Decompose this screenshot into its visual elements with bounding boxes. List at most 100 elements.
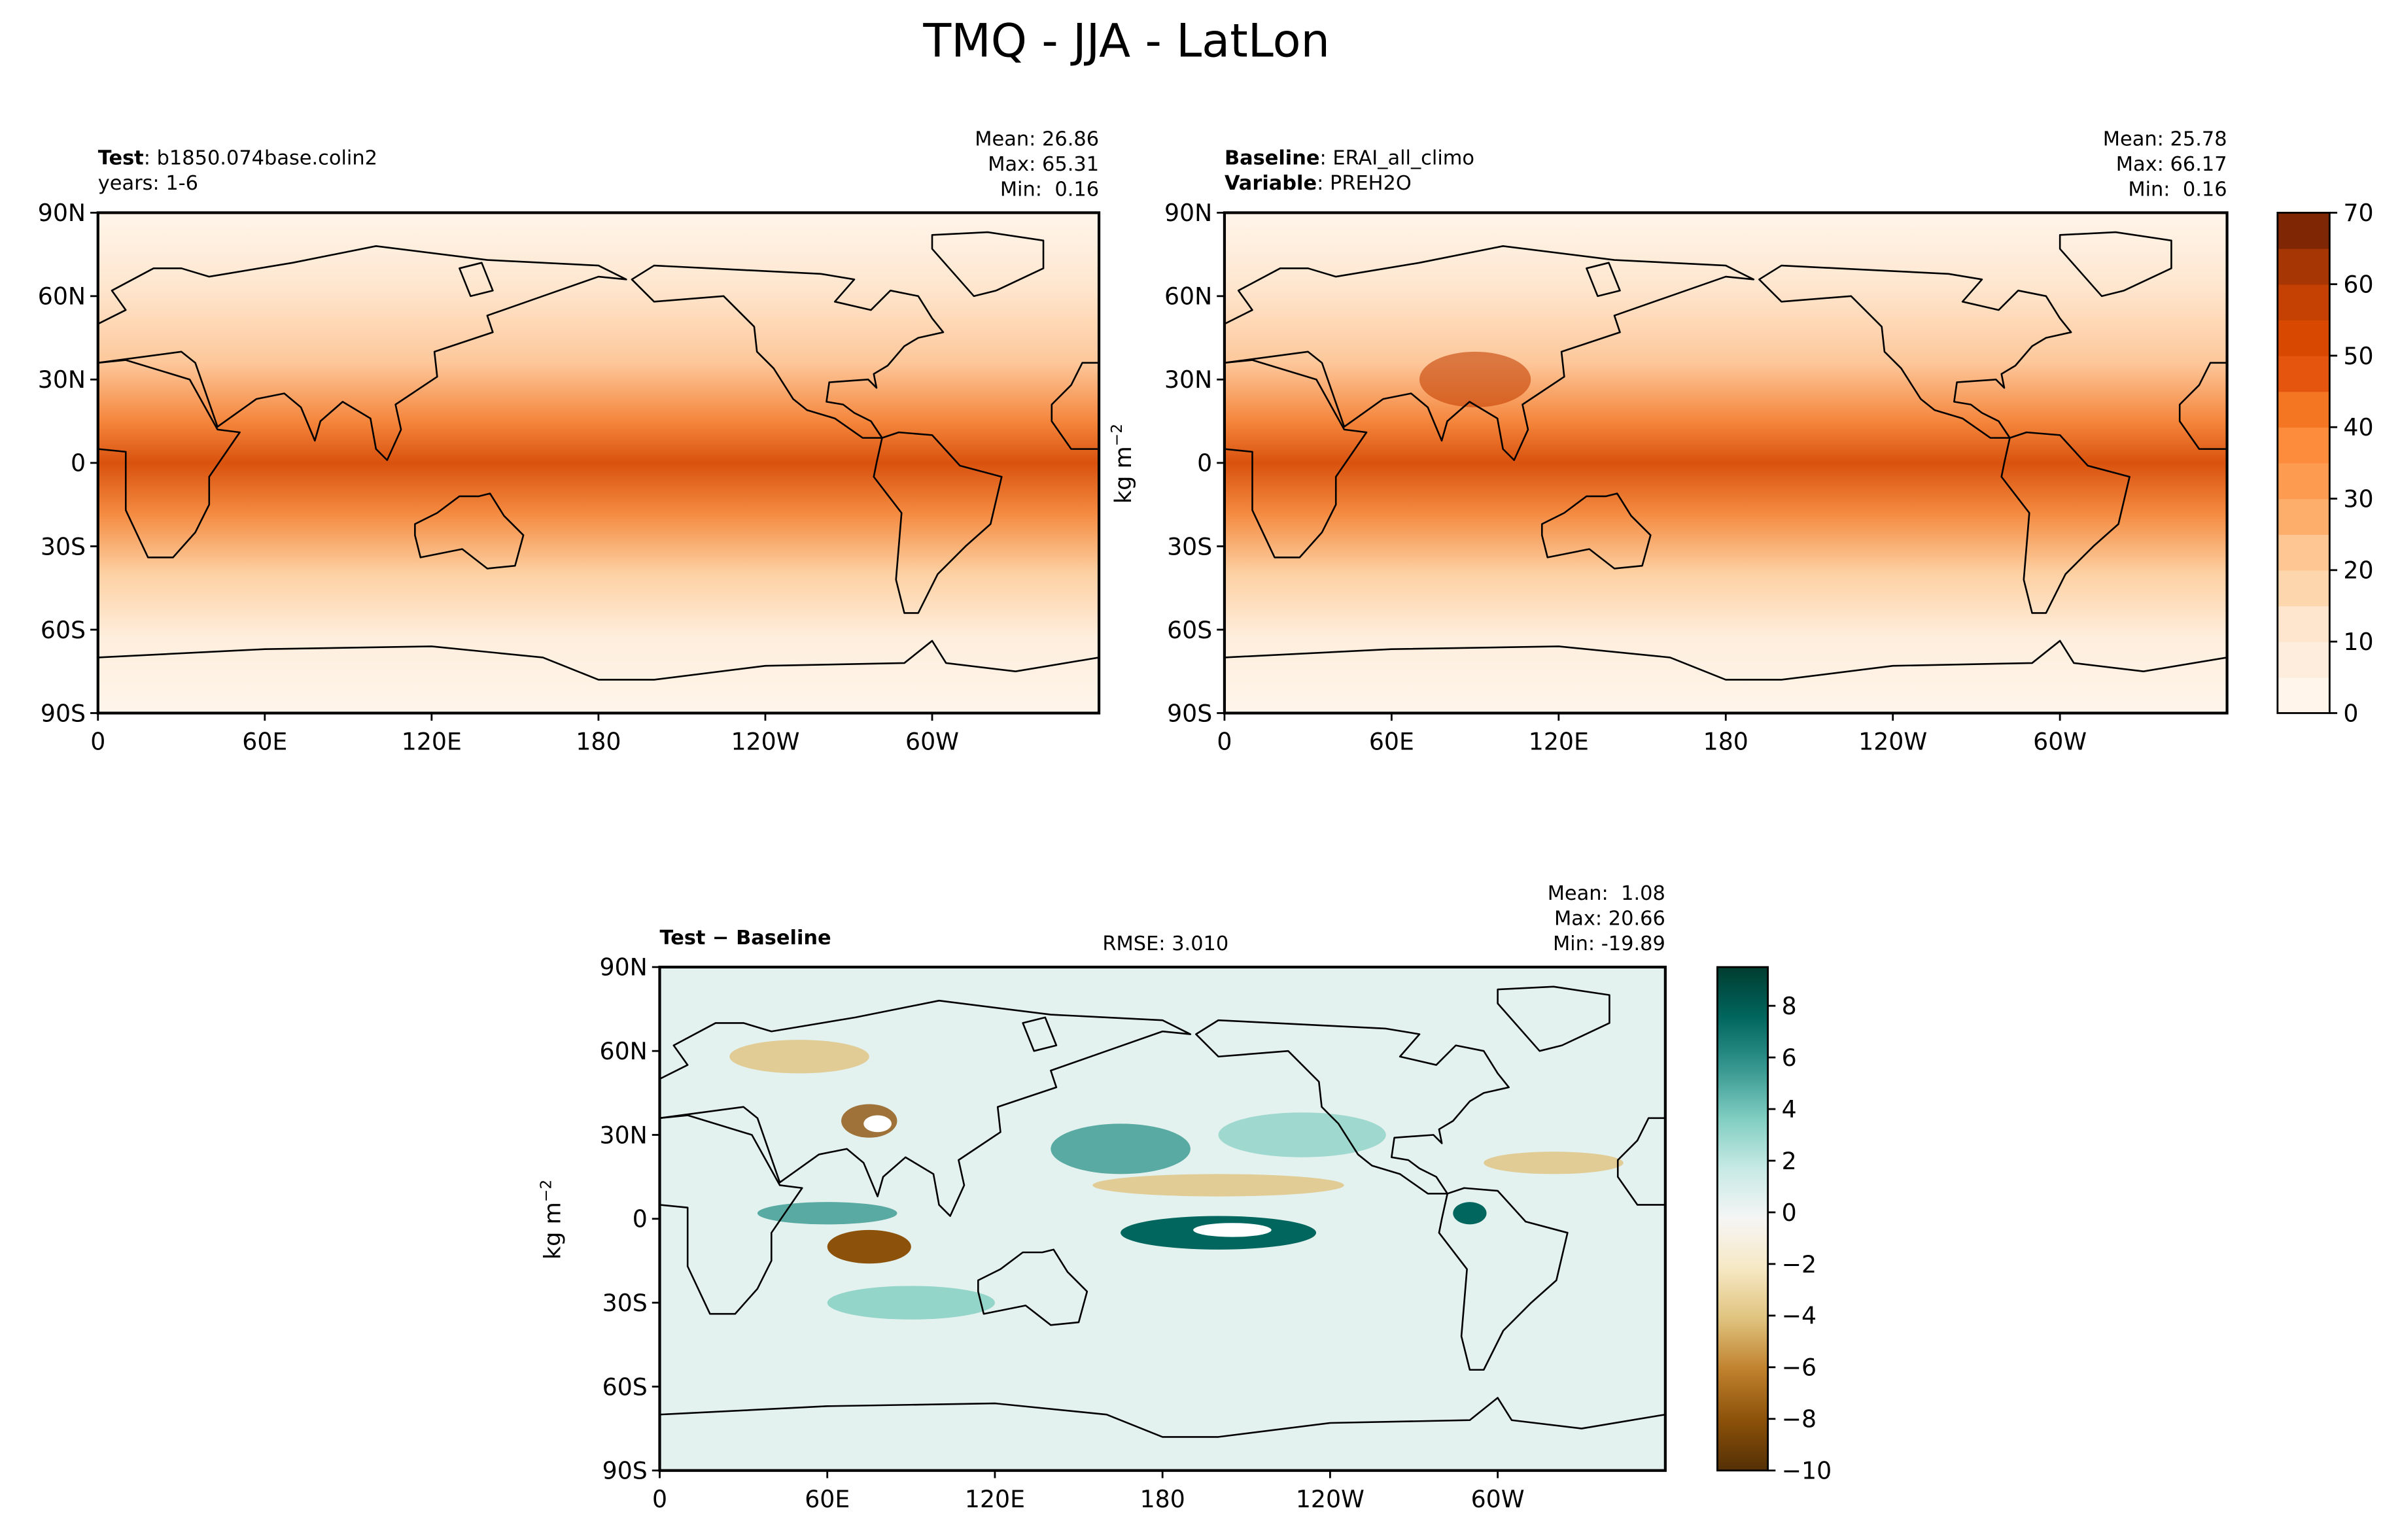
colorbar-tick-label: −4 [1782,1302,1817,1330]
colorbar-tick-label: −10 [1782,1457,1832,1485]
y-tick-label: 60N [38,282,86,311]
colorbar-band [2277,391,2330,428]
colorbar-tick-label: 30 [2343,485,2373,513]
y-tick-label: 0 [1197,449,1212,477]
heading-text: years: 1-6 [98,172,198,195]
x-tick-label: 60E [242,728,287,756]
x-tick-label: 120E [402,728,462,756]
colorbar-tick-label: −2 [1782,1250,1817,1278]
colorbar-band [2277,677,2330,714]
colorbar-band [2277,427,2330,464]
y-tick-label: 90S [1167,699,1212,727]
x-tick-label: 120E [1529,728,1589,756]
figure-title: TMQ - JJA - LatLon [922,14,1330,68]
y-tick-label: 30S [41,532,86,560]
colorbar-tick-label: 50 [2343,342,2373,370]
unit: kg m [539,1202,566,1259]
heading-text: : PREH2O [1317,172,1412,195]
heading-text: : ERAI_all_climo [1319,147,1474,170]
panel-heading: Variable: PREH2O [1225,172,1412,195]
stat: Mean: 25.78 [2103,128,2227,150]
stat: Min: 0.16 [1000,179,1099,201]
x-tick-label: 60E [805,1485,850,1513]
x-tick-label: 0 [652,1485,667,1513]
map [1224,213,2227,713]
y-tick-label: 90N [1164,199,1212,227]
x-tick-label: 60W [2033,728,2087,756]
stat: Max: 20.66 [1554,908,1665,931]
colorbar-tick-label: 20 [2343,556,2373,585]
colorbar-band [2277,498,2330,535]
panel-heading: Test − Baseline [660,927,831,950]
unit-exponent: −2 [1107,424,1126,446]
colorbar-fill [1717,967,1768,1471]
x-tick-label: 0 [1217,728,1232,756]
y-tick-label: 60S [41,616,86,644]
y-tick-label: 30N [600,1121,648,1149]
y-tick-label: 30S [1167,532,1212,560]
colorbar-tick-label: 40 [2343,413,2373,441]
x-tick-label: 60E [1369,728,1414,756]
stat: Max: 66.17 [2116,153,2227,176]
colorbar-band [2277,606,2330,642]
panel-heading: years: 1-6 [98,172,198,195]
stat: Min: -19.89 [1553,933,1665,955]
panel-heading: Test: b1850.074base.colin2 [98,147,377,170]
map [97,213,1099,713]
colorbar-tick-label: −8 [1782,1405,1817,1433]
axis-label: kg m−2 [1107,424,1137,504]
heading-bold: Test [98,147,144,170]
y-tick-label: 90S [602,1457,648,1485]
y-tick-label: 60N [1164,282,1212,311]
y-tick-label: 60S [1167,616,1212,644]
colorbar-band [2277,284,2330,320]
y-tick-label: 90N [600,953,648,982]
y-tick-label: 90S [41,699,86,727]
x-tick-label: 0 [90,728,105,756]
x-tick-label: 120W [731,728,799,756]
x-tick-label: 180 [576,728,621,756]
axis-label: kg m−2 [536,1180,566,1259]
x-tick-label: 120E [965,1485,1025,1513]
colorbar-band [2277,462,2330,500]
x-tick-label: 180 [1703,728,1748,756]
colorbar-tick-label: −6 [1782,1354,1817,1382]
x-tick-label: 120W [1296,1485,1365,1513]
colorbar-tick-label: 2 [1782,1147,1797,1175]
colorbar-tick-label: 10 [2343,628,2373,656]
heading-bold: Baseline [1225,147,1320,170]
colorbar-band [2277,534,2330,571]
colorbar-tick-label: 0 [2343,699,2358,727]
x-tick-label: 60W [1471,1485,1525,1513]
x-tick-label: 180 [1140,1485,1185,1513]
heading-bold: Test − Baseline [660,927,831,950]
y-tick-label: 90N [38,199,86,227]
x-tick-label: 60W [905,728,959,756]
colorbar-tick-label: 60 [2343,270,2373,298]
colorbar-tick-label: 4 [1782,1095,1797,1123]
heading-bold: Variable [1225,172,1317,195]
colorbar-tick-label: 6 [1782,1044,1797,1072]
y-tick-label: 60N [600,1037,648,1065]
rmse: RMSE: 3.010 [1102,933,1228,955]
stat: Mean: 1.08 [1548,882,1665,905]
colorbar-tick-label: 70 [2343,199,2373,227]
colorbar-band [2277,248,2330,285]
colorbar-band [2277,320,2330,356]
y-tick-label: 0 [633,1205,648,1233]
stat: Max: 65.31 [988,153,1099,176]
y-tick-label: 60S [602,1373,648,1401]
map [660,967,1665,1471]
y-tick-label: 30S [602,1289,648,1317]
y-tick-label: 30N [38,366,86,394]
colorbar-band [2277,570,2330,607]
colorbar-band [2277,355,2330,392]
colorbar-frame [2276,211,2331,714]
y-tick-label: 30N [1164,366,1212,394]
y-tick-label: 0 [71,449,86,477]
colorbar-band [2277,213,2330,249]
colorbar-frame [1716,966,1769,1472]
stat: Min: 0.16 [2128,179,2227,201]
x-tick-label: 120W [1858,728,1927,756]
